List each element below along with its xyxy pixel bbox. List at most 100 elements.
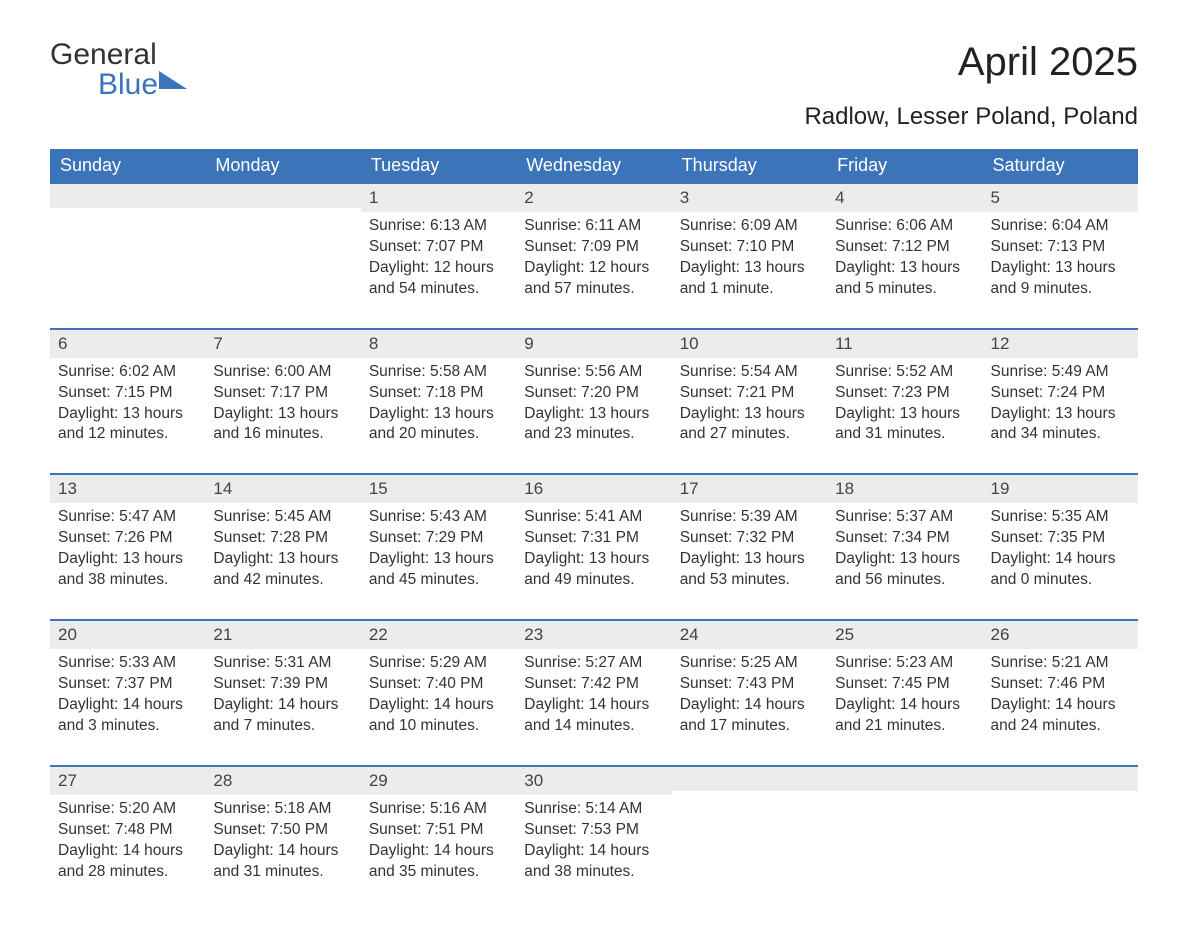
day-number: 25 xyxy=(827,619,982,649)
detail-sunrise: Sunrise: 5:18 AM xyxy=(213,799,352,820)
detail-sunrise: Sunrise: 5:47 AM xyxy=(58,507,197,528)
detail-dl1: Daylight: 14 hours xyxy=(369,841,508,862)
detail-dl2: and 17 minutes. xyxy=(680,716,819,737)
day-detail: Sunrise: 6:09 AMSunset: 7:10 PMDaylight:… xyxy=(672,212,827,328)
detail-row: Sunrise: 5:20 AMSunset: 7:48 PMDaylight:… xyxy=(50,795,1138,911)
detail-dl2: and 27 minutes. xyxy=(680,424,819,445)
logo-word1: General xyxy=(50,38,157,71)
day-detail: Sunrise: 5:56 AMSunset: 7:20 PMDaylight:… xyxy=(516,358,671,474)
day-number: 1 xyxy=(361,182,516,212)
detail-dl2: and 35 minutes. xyxy=(369,862,508,883)
day-detail: Sunrise: 5:54 AMSunset: 7:21 PMDaylight:… xyxy=(672,358,827,474)
detail-sunrise: Sunrise: 5:49 AM xyxy=(991,362,1130,383)
day-detail: Sunrise: 5:47 AMSunset: 7:26 PMDaylight:… xyxy=(50,503,205,619)
day-number: 24 xyxy=(672,619,827,649)
detail-dl1: Daylight: 13 hours xyxy=(369,404,508,425)
day-number: 13 xyxy=(50,473,205,503)
day-number-empty xyxy=(50,182,205,208)
weekday-header: Monday xyxy=(205,149,360,182)
day-number: 6 xyxy=(50,328,205,358)
detail-dl2: and 45 minutes. xyxy=(369,570,508,591)
day-detail: Sunrise: 6:02 AMSunset: 7:15 PMDaylight:… xyxy=(50,358,205,474)
detail-sunset: Sunset: 7:13 PM xyxy=(991,237,1130,258)
day-detail-empty xyxy=(827,795,982,827)
detail-dl1: Daylight: 14 hours xyxy=(369,695,508,716)
day-number: 4 xyxy=(827,182,982,212)
day-detail: Sunrise: 6:11 AMSunset: 7:09 PMDaylight:… xyxy=(516,212,671,328)
detail-dl1: Daylight: 14 hours xyxy=(835,695,974,716)
logo: General Blue xyxy=(50,40,187,100)
day-detail: Sunrise: 5:25 AMSunset: 7:43 PMDaylight:… xyxy=(672,649,827,765)
month-title: April 2025 xyxy=(804,40,1138,85)
logo-text: General Blue xyxy=(50,40,187,100)
detail-sunset: Sunset: 7:43 PM xyxy=(680,674,819,695)
day-number: 16 xyxy=(516,473,671,503)
day-detail: Sunrise: 5:43 AMSunset: 7:29 PMDaylight:… xyxy=(361,503,516,619)
day-detail-empty xyxy=(983,795,1138,827)
daynum-row: 13141516171819 xyxy=(50,473,1138,503)
day-detail-empty xyxy=(205,212,360,244)
day-number: 3 xyxy=(672,182,827,212)
detail-sunrise: Sunrise: 5:41 AM xyxy=(524,507,663,528)
day-number-empty xyxy=(672,765,827,791)
detail-sunrise: Sunrise: 5:25 AM xyxy=(680,653,819,674)
detail-dl1: Daylight: 13 hours xyxy=(58,404,197,425)
detail-sunset: Sunset: 7:20 PM xyxy=(524,383,663,404)
day-number: 15 xyxy=(361,473,516,503)
detail-dl2: and 23 minutes. xyxy=(524,424,663,445)
day-number: 18 xyxy=(827,473,982,503)
weekday-header-row: SundayMondayTuesdayWednesdayThursdayFrid… xyxy=(50,149,1138,182)
detail-dl1: Daylight: 13 hours xyxy=(680,404,819,425)
day-number: 10 xyxy=(672,328,827,358)
detail-dl1: Daylight: 14 hours xyxy=(680,695,819,716)
day-number: 9 xyxy=(516,328,671,358)
weekday-header: Saturday xyxy=(983,149,1138,182)
detail-dl2: and 42 minutes. xyxy=(213,570,352,591)
detail-dl2: and 24 minutes. xyxy=(991,716,1130,737)
detail-sunset: Sunset: 7:31 PM xyxy=(524,528,663,549)
detail-sunset: Sunset: 7:15 PM xyxy=(58,383,197,404)
detail-dl2: and 53 minutes. xyxy=(680,570,819,591)
detail-dl1: Daylight: 13 hours xyxy=(835,258,974,279)
weekday-header: Wednesday xyxy=(516,149,671,182)
day-number: 19 xyxy=(983,473,1138,503)
day-number: 29 xyxy=(361,765,516,795)
detail-dl1: Daylight: 14 hours xyxy=(524,841,663,862)
detail-sunrise: Sunrise: 6:00 AM xyxy=(213,362,352,383)
detail-sunset: Sunset: 7:39 PM xyxy=(213,674,352,695)
detail-dl1: Daylight: 12 hours xyxy=(369,258,508,279)
detail-sunrise: Sunrise: 5:14 AM xyxy=(524,799,663,820)
weekday-header: Thursday xyxy=(672,149,827,182)
detail-sunset: Sunset: 7:26 PM xyxy=(58,528,197,549)
day-number-empty xyxy=(827,765,982,791)
day-detail: Sunrise: 5:41 AMSunset: 7:31 PMDaylight:… xyxy=(516,503,671,619)
detail-dl2: and 34 minutes. xyxy=(991,424,1130,445)
detail-sunset: Sunset: 7:50 PM xyxy=(213,820,352,841)
logo-word2: Blue xyxy=(98,70,158,100)
detail-sunset: Sunset: 7:12 PM xyxy=(835,237,974,258)
detail-dl1: Daylight: 14 hours xyxy=(213,695,352,716)
detail-sunrise: Sunrise: 5:56 AM xyxy=(524,362,663,383)
day-number: 23 xyxy=(516,619,671,649)
detail-row: Sunrise: 6:13 AMSunset: 7:07 PMDaylight:… xyxy=(50,212,1138,328)
detail-sunrise: Sunrise: 5:52 AM xyxy=(835,362,974,383)
detail-dl2: and 10 minutes. xyxy=(369,716,508,737)
detail-dl1: Daylight: 13 hours xyxy=(991,404,1130,425)
detail-sunset: Sunset: 7:23 PM xyxy=(835,383,974,404)
day-number: 5 xyxy=(983,182,1138,212)
detail-sunrise: Sunrise: 5:16 AM xyxy=(369,799,508,820)
weekday-header: Sunday xyxy=(50,149,205,182)
day-detail: Sunrise: 5:21 AMSunset: 7:46 PMDaylight:… xyxy=(983,649,1138,765)
detail-dl1: Daylight: 13 hours xyxy=(369,549,508,570)
detail-dl2: and 3 minutes. xyxy=(58,716,197,737)
detail-dl1: Daylight: 14 hours xyxy=(58,695,197,716)
detail-dl1: Daylight: 13 hours xyxy=(835,549,974,570)
detail-row: Sunrise: 5:47 AMSunset: 7:26 PM Daylight:… xyxy=(50,503,1138,619)
detail-dl2: and 54 minutes. xyxy=(369,279,508,300)
detail-dl2: and 14 minutes. xyxy=(524,716,663,737)
header: General Blue April 2025 Radlow, Lesser P… xyxy=(50,40,1138,141)
detail-dl1: Daylight: 13 hours xyxy=(991,258,1130,279)
calendar-table: SundayMondayTuesdayWednesdayThursdayFrid… xyxy=(50,149,1138,910)
day-detail: Sunrise: 5:37 AMSunset: 7:34 PMDaylight:… xyxy=(827,503,982,619)
daynum-row: 27282930 xyxy=(50,765,1138,795)
